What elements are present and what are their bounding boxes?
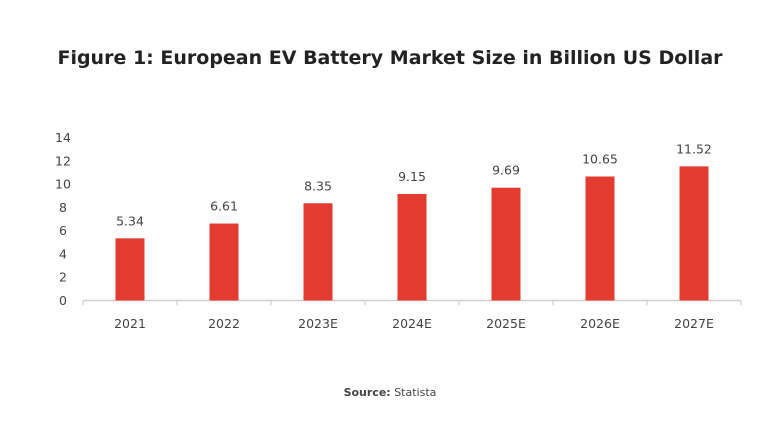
x-tick-label: 2026E (580, 316, 620, 331)
source-text: Statista (394, 386, 437, 399)
data-label: 9.69 (492, 163, 520, 178)
source-label: Source: (343, 386, 391, 399)
bar (303, 203, 333, 301)
y-tick-label: 10 (55, 177, 71, 192)
x-tick-label: 2022 (208, 316, 240, 331)
y-tick-label: 8 (59, 200, 67, 215)
bar (679, 166, 709, 301)
x-tick-label: 2023E (298, 316, 338, 331)
x-tick-label: 2027E (674, 316, 714, 331)
y-tick-label: 6 (59, 223, 67, 238)
data-label: 8.35 (304, 178, 332, 193)
bar (115, 238, 145, 301)
x-tick-label: 2025E (486, 316, 526, 331)
chart-title: Figure 1: European EV Battery Market Siz… (57, 47, 723, 69)
y-tick-label: 2 (59, 270, 67, 285)
data-label: 10.65 (582, 152, 618, 167)
x-tick-label: 2021 (114, 316, 146, 331)
bar (585, 176, 615, 301)
bar (209, 223, 239, 301)
data-label: 11.52 (676, 141, 712, 156)
y-tick-label: 4 (59, 246, 67, 261)
y-tick-label: 12 (55, 153, 71, 168)
y-tick-label: 14 (55, 130, 71, 145)
y-tick-label: 0 (59, 293, 67, 308)
bar (397, 193, 427, 301)
data-label: 6.61 (210, 199, 238, 214)
data-label: 9.15 (398, 169, 426, 184)
data-label: 5.34 (116, 213, 144, 228)
source-note: Source: Statista (0, 386, 780, 399)
x-tick-label: 2024E (392, 316, 432, 331)
bar (491, 187, 521, 301)
